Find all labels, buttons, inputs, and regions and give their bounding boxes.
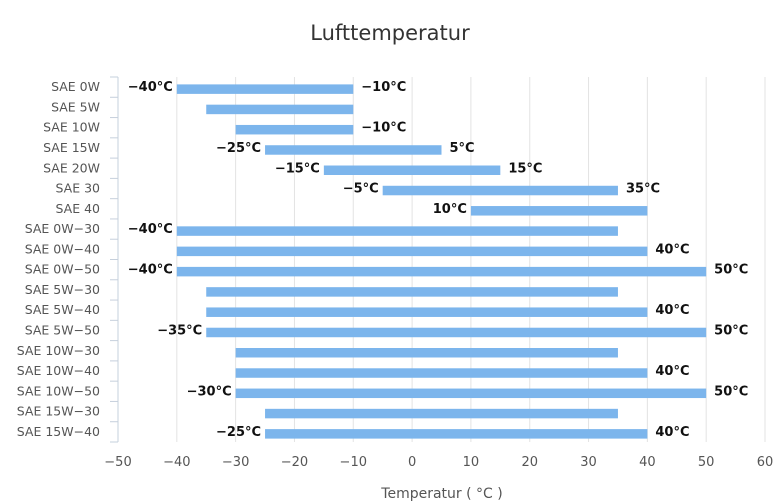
range-bar <box>470 206 648 216</box>
category-label: SAE 0W <box>51 79 100 94</box>
x-tick-label: 40 <box>639 455 656 470</box>
x-tick-label: 50 <box>698 455 715 470</box>
data-labels: −40°C −10°C −10°C −25°C 5°C −15°C 15°C −5°C 35°C… <box>128 80 749 440</box>
category-label: SAE 0W−50 <box>25 262 100 277</box>
x-tick-label: −10 <box>340 455 367 470</box>
high-data-label: 15°C <box>508 161 542 176</box>
category-label: SAE 0W−30 <box>25 221 100 236</box>
high-data-label: −10°C <box>361 80 406 95</box>
range-bar <box>265 145 442 155</box>
category-label: SAE 5W−50 <box>25 322 100 337</box>
range-bar <box>206 327 707 338</box>
high-data-label: 40°C <box>655 303 689 318</box>
high-data-label: 50°C <box>714 323 748 338</box>
x-tick-label: 60 <box>757 455 774 470</box>
category-label: SAE 40 <box>56 201 101 216</box>
high-data-label: −10°C <box>361 121 406 136</box>
high-data-label: 40°C <box>655 242 689 257</box>
low-data-label: 10°C <box>433 202 467 217</box>
range-bar <box>206 307 648 317</box>
low-data-label: −25°C <box>216 141 261 156</box>
bars <box>176 84 707 439</box>
category-label: SAE 5W−30 <box>25 282 100 297</box>
x-tick-label: 20 <box>521 455 538 470</box>
range-bar <box>176 84 354 94</box>
category-label: SAE 15W <box>43 140 100 155</box>
x-tick-label: −20 <box>281 455 308 470</box>
range-bar <box>265 408 618 419</box>
category-label: SAE 15W−40 <box>17 424 100 439</box>
category-label: SAE 20W <box>43 160 100 175</box>
low-data-label: −40°C <box>128 222 173 237</box>
category-labels: SAE 0W SAE 5W SAE 10W SAE 15W SAE 20W SAE 30 S… <box>17 79 100 439</box>
low-data-label: −40°C <box>128 80 173 95</box>
category-label: SAE 10W−30 <box>17 343 100 358</box>
range-bar <box>382 185 618 196</box>
x-axis-title: Temperatur ( °C ) <box>380 486 502 502</box>
category-label: SAE 15W−30 <box>17 404 100 419</box>
x-tick-labels: −50 −40 −30 −20 −10 0 10 20 30 40 50 60 <box>104 455 773 470</box>
axes <box>110 76 119 443</box>
category-label: SAE 10W−50 <box>17 383 100 398</box>
range-bar <box>176 226 618 236</box>
x-tick-label: 10 <box>463 455 480 470</box>
high-data-label: 50°C <box>714 384 748 399</box>
high-data-label: 35°C <box>626 182 660 197</box>
range-bar <box>235 368 648 378</box>
x-tick-label: −50 <box>104 455 131 470</box>
high-data-label: 50°C <box>714 263 748 278</box>
range-bar <box>265 429 648 439</box>
range-bar <box>235 124 354 135</box>
category-label: SAE 5W−40 <box>25 302 100 317</box>
x-tick-label: −30 <box>222 455 249 470</box>
x-tick-label: 0 <box>408 455 416 470</box>
low-data-label: −15°C <box>275 161 320 176</box>
high-data-label: 40°C <box>655 425 689 440</box>
category-label: SAE 30 <box>56 181 101 196</box>
range-bar <box>176 266 707 277</box>
category-label: SAE 5W <box>51 99 100 114</box>
category-label: SAE 10W <box>43 120 100 135</box>
range-bar <box>323 165 501 175</box>
x-tick-label: −40 <box>163 455 190 470</box>
low-data-label: −35°C <box>157 323 202 338</box>
high-data-label: 5°C <box>450 141 475 156</box>
range-bar <box>235 348 618 358</box>
range-bar <box>206 287 618 297</box>
low-data-label: −25°C <box>216 425 261 440</box>
range-bar <box>176 246 648 257</box>
x-tick-label: 30 <box>580 455 597 470</box>
category-label: SAE 0W−40 <box>25 241 100 256</box>
low-data-label: −40°C <box>128 263 173 278</box>
low-data-label: −5°C <box>343 182 379 197</box>
high-data-label: 40°C <box>655 364 689 379</box>
chart-title: Lufttemperatur <box>310 21 470 45</box>
category-label: SAE 10W−40 <box>17 363 100 378</box>
range-bar <box>206 104 354 115</box>
grid-lines <box>176 77 766 442</box>
range-bar <box>235 388 707 399</box>
low-data-label: −30°C <box>187 384 232 399</box>
